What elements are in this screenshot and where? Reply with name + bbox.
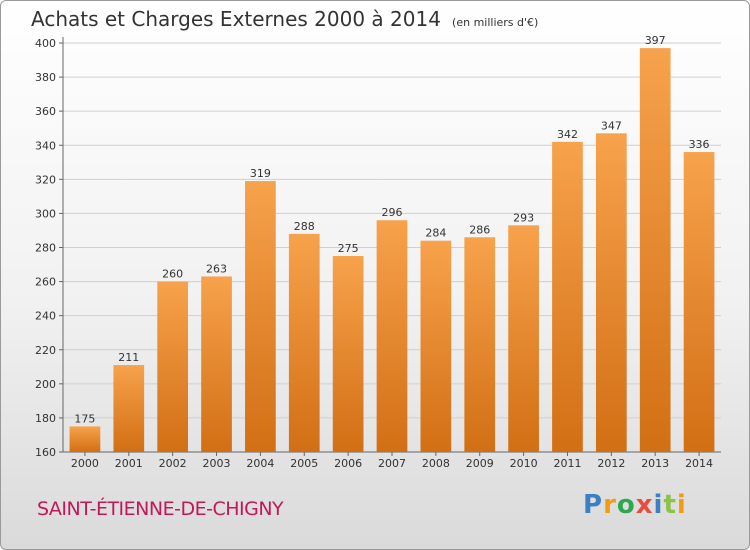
logo-letter: P (583, 490, 604, 520)
y-tick-label: 240 (35, 310, 56, 323)
logo-letter: t (663, 490, 677, 520)
bar (376, 220, 408, 452)
y-tick-label: 380 (35, 71, 56, 84)
x-tick-label: 2010 (510, 457, 538, 470)
y-tick-label: 180 (35, 412, 56, 425)
x-tick-label: 2002 (159, 457, 187, 470)
data-label: 293 (513, 211, 534, 224)
y-tick-label: 280 (35, 242, 56, 255)
y-tick-label: 320 (35, 173, 56, 186)
data-label: 342 (557, 128, 578, 141)
commune-name: SAINT-ÉTIENNE-DE-CHIGNY (37, 498, 284, 520)
logo-letter: o (616, 490, 636, 520)
bars (69, 48, 715, 453)
x-tick-label: 2005 (290, 457, 318, 470)
data-label: 397 (645, 34, 666, 47)
data-label: 288 (294, 220, 315, 233)
data-label: 296 (382, 206, 403, 219)
y-tick-label: 220 (35, 344, 56, 357)
chart-subtitle: (en milliers d'€) (452, 16, 539, 29)
x-tick-label: 2000 (71, 457, 99, 470)
data-label: 286 (469, 223, 490, 236)
logo-letter: r (603, 490, 617, 520)
y-tick-label: 340 (35, 139, 56, 152)
bar (508, 225, 539, 452)
bar (245, 181, 276, 452)
x-tick-label: 2012 (597, 457, 625, 470)
x-tick-label: 2011 (553, 457, 581, 470)
bar (201, 276, 232, 452)
bar (69, 426, 101, 452)
logo-letter: i (676, 490, 687, 520)
bar (639, 48, 671, 453)
bar (552, 141, 583, 452)
x-tick-label: 2004 (246, 457, 274, 470)
chart-title-block: Achats et Charges Externes 2000 à 2014 (… (31, 7, 538, 31)
bar (332, 256, 364, 452)
data-label: 263 (206, 262, 227, 275)
axes: 160 180 200 220 240 260 280 300 320 340 360 380 400 2… (35, 37, 721, 470)
y-tick-label: 300 (35, 207, 56, 220)
x-tick-label: 2009 (466, 457, 494, 470)
x-tick-label: 2013 (641, 457, 669, 470)
logo-letter: i (653, 490, 664, 520)
y-tick-label: 360 (35, 105, 56, 118)
x-tick-label: 2007 (378, 457, 406, 470)
bar (683, 152, 715, 453)
y-tick-label: 400 (35, 37, 56, 50)
y-tick-label: 160 (35, 446, 56, 459)
data-label: 175 (74, 412, 95, 425)
x-tick-label: 2003 (203, 457, 231, 470)
data-labels: 175 211 260 263 319 288 275 296 284 286 293 342 347 3… (74, 34, 709, 425)
data-label: 347 (601, 119, 622, 132)
bar (420, 240, 452, 452)
x-tick-label: 2006 (334, 457, 362, 470)
logo-letter: x (635, 490, 654, 520)
y-tick-label: 200 (35, 378, 56, 391)
y-tick-label: 260 (35, 276, 56, 289)
data-label: 319 (250, 167, 271, 180)
x-tick-label: 2001 (115, 457, 143, 470)
bar (113, 365, 145, 452)
bar (288, 233, 320, 452)
data-label: 260 (162, 268, 183, 281)
bar (595, 133, 627, 452)
chart-title: Achats et Charges Externes 2000 à 2014 (31, 7, 441, 31)
x-tick-label: 2014 (685, 457, 713, 470)
x-tick-label: 2008 (422, 457, 450, 470)
bar (157, 281, 189, 452)
data-label: 275 (338, 242, 359, 255)
bar (464, 237, 496, 452)
data-label: 336 (689, 138, 710, 151)
proxiti-logo: Proxiti (583, 490, 687, 520)
data-label: 211 (118, 351, 139, 364)
data-label: 284 (425, 227, 446, 240)
